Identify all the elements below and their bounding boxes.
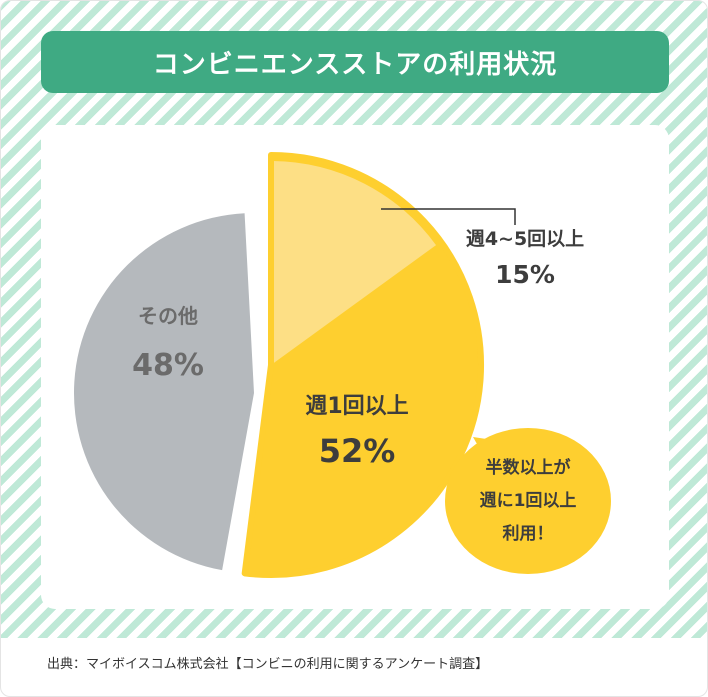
source-note: 出典：マイボイスコム株式会社【コンビニの利用に関するアンケート調査】 xyxy=(47,657,489,672)
callout-line-1: 半数以上が xyxy=(486,457,571,478)
pie-slice-weekly-4-5-plus xyxy=(271,161,437,365)
callout-bubble-body xyxy=(445,428,611,574)
chart-panel: 週4~5回以上 15% 週1回以上 52% その他 48% 半数以上が 週に1回… xyxy=(41,125,669,609)
callout-bubble: 半数以上が 週に1回以上 利用！ xyxy=(445,428,611,574)
pie-slice-other xyxy=(73,213,254,571)
leader-line-4-5 xyxy=(381,208,516,225)
callout-line-3: 利用！ xyxy=(503,523,554,544)
label-4-5-name: 週4~5回以上 xyxy=(466,228,584,250)
label-weekly-value: 52% xyxy=(319,432,396,470)
pie-chart: 週4~5回以上 15% 週1回以上 52% その他 48% 半数以上が 週に1回… xyxy=(73,152,611,578)
callout-line-2: 週に1回以上 xyxy=(480,491,577,511)
chart-title: コンビニエンスストアの利用状況 xyxy=(41,31,669,93)
label-other-name: その他 xyxy=(138,304,198,328)
label-4-5-value: 15% xyxy=(495,260,555,289)
pie-slice-weekly-border xyxy=(241,152,484,578)
label-other-value: 48% xyxy=(132,348,204,383)
label-weekly-name: 週1回以上 xyxy=(305,394,408,419)
